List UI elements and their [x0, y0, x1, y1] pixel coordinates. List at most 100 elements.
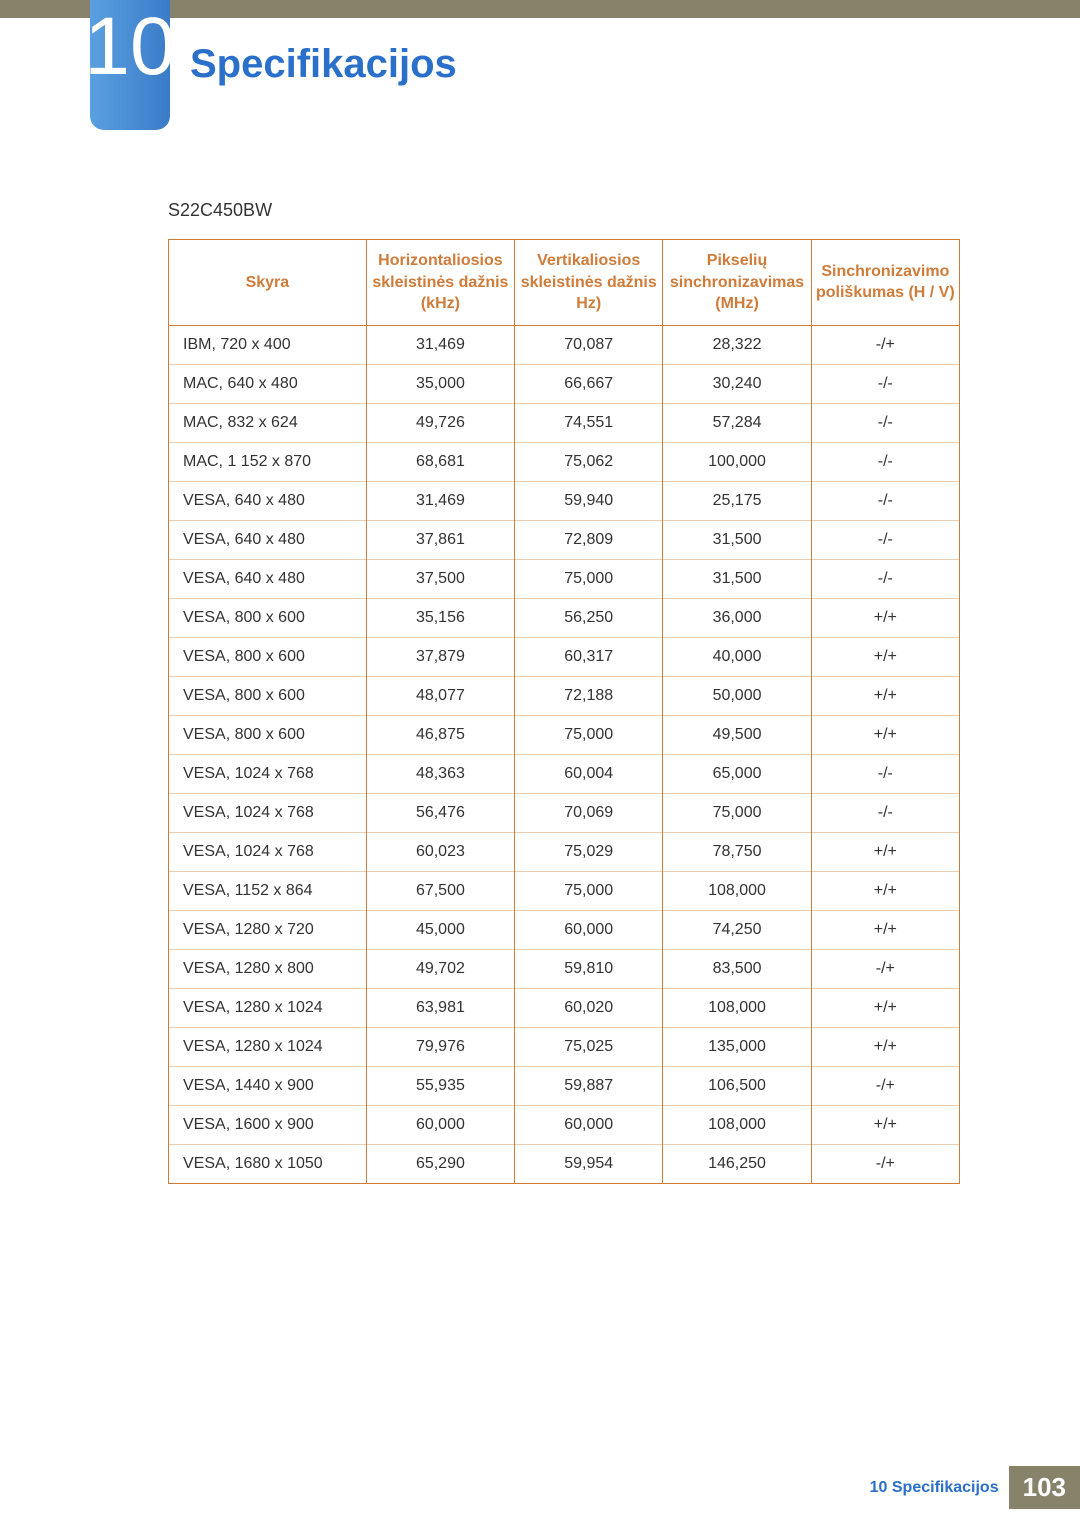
cell-value: 60,004 — [515, 754, 663, 793]
cell-value: +/+ — [811, 871, 959, 910]
table-row: VESA, 800 x 60046,87575,00049,500+/+ — [169, 715, 960, 754]
cell-value: -/+ — [811, 1066, 959, 1105]
cell-value: 74,551 — [515, 403, 663, 442]
cell-value: -/- — [811, 793, 959, 832]
cell-value: -/- — [811, 403, 959, 442]
cell-value: 70,069 — [515, 793, 663, 832]
cell-value: 67,500 — [366, 871, 514, 910]
cell-value: 31,469 — [366, 325, 514, 364]
cell-value: 36,000 — [663, 598, 811, 637]
cell-resolution: VESA, 1600 x 900 — [169, 1105, 367, 1144]
cell-value: -/- — [811, 364, 959, 403]
cell-resolution: VESA, 800 x 600 — [169, 637, 367, 676]
table-row: VESA, 1280 x 102463,98160,020108,000+/+ — [169, 988, 960, 1027]
cell-value: 28,322 — [663, 325, 811, 364]
cell-value: -/+ — [811, 1144, 959, 1183]
table-row: VESA, 640 x 48037,86172,80931,500-/- — [169, 520, 960, 559]
cell-value: 45,000 — [366, 910, 514, 949]
cell-value: 59,810 — [515, 949, 663, 988]
table-row: VESA, 1024 x 76860,02375,02978,750+/+ — [169, 832, 960, 871]
cell-value: 75,025 — [515, 1027, 663, 1066]
col-header-sync: Sinchronizavimo poliškumas (H / V) — [811, 240, 959, 326]
cell-resolution: MAC, 832 x 624 — [169, 403, 367, 442]
table-row: VESA, 800 x 60037,87960,31740,000+/+ — [169, 637, 960, 676]
cell-value: 75,000 — [515, 871, 663, 910]
spec-table: Skyra Horizontaliosios skleistinės dažni… — [168, 239, 960, 1184]
table-row: MAC, 1 152 x 87068,68175,062100,000-/- — [169, 442, 960, 481]
content-area: S22C450BW Skyra Horizontaliosios skleist… — [168, 200, 960, 1184]
cell-value: -/+ — [811, 325, 959, 364]
cell-value: 48,363 — [366, 754, 514, 793]
cell-value: 30,240 — [663, 364, 811, 403]
cell-value: 74,250 — [663, 910, 811, 949]
cell-resolution: VESA, 640 x 480 — [169, 559, 367, 598]
cell-value: 106,500 — [663, 1066, 811, 1105]
cell-value: 37,879 — [366, 637, 514, 676]
cell-resolution: VESA, 1280 x 800 — [169, 949, 367, 988]
cell-value: -/+ — [811, 949, 959, 988]
cell-value: 60,000 — [515, 1105, 663, 1144]
cell-value: -/- — [811, 559, 959, 598]
cell-value: 135,000 — [663, 1027, 811, 1066]
col-header-hfreq: Horizontaliosios skleistinės dažnis (kHz… — [366, 240, 514, 326]
cell-value: 25,175 — [663, 481, 811, 520]
table-row: MAC, 640 x 48035,00066,66730,240-/- — [169, 364, 960, 403]
cell-value: 60,000 — [366, 1105, 514, 1144]
cell-value: 31,500 — [663, 520, 811, 559]
cell-resolution: VESA, 800 x 600 — [169, 715, 367, 754]
cell-resolution: VESA, 1280 x 720 — [169, 910, 367, 949]
table-row: VESA, 1680 x 105065,29059,954146,250-/+ — [169, 1144, 960, 1183]
cell-value: 78,750 — [663, 832, 811, 871]
cell-value: +/+ — [811, 1105, 959, 1144]
cell-resolution: VESA, 1680 x 1050 — [169, 1144, 367, 1183]
cell-value: -/- — [811, 442, 959, 481]
footer-page-number: 103 — [1009, 1466, 1080, 1509]
cell-value: 146,250 — [663, 1144, 811, 1183]
cell-value: 75,029 — [515, 832, 663, 871]
cell-value: -/- — [811, 481, 959, 520]
cell-value: 79,976 — [366, 1027, 514, 1066]
cell-value: 31,500 — [663, 559, 811, 598]
cell-value: 40,000 — [663, 637, 811, 676]
table-row: VESA, 800 x 60035,15656,25036,000+/+ — [169, 598, 960, 637]
cell-value: 68,681 — [366, 442, 514, 481]
cell-value: 55,935 — [366, 1066, 514, 1105]
cell-value: 75,062 — [515, 442, 663, 481]
cell-value: 65,000 — [663, 754, 811, 793]
cell-value: +/+ — [811, 832, 959, 871]
cell-value: 59,954 — [515, 1144, 663, 1183]
cell-value: 46,875 — [366, 715, 514, 754]
table-row: IBM, 720 x 40031,46970,08728,322-/+ — [169, 325, 960, 364]
cell-value: +/+ — [811, 598, 959, 637]
chapter-title: Specifikacijos — [190, 42, 457, 87]
cell-value: 60,317 — [515, 637, 663, 676]
footer-chapter-label: 10 Specifikacijos — [870, 1479, 999, 1497]
cell-value: 56,476 — [366, 793, 514, 832]
cell-value: 63,981 — [366, 988, 514, 1027]
cell-value: 35,000 — [366, 364, 514, 403]
cell-value: 108,000 — [663, 871, 811, 910]
cell-value: 60,000 — [515, 910, 663, 949]
cell-value: +/+ — [811, 1027, 959, 1066]
cell-resolution: VESA, 1152 x 864 — [169, 871, 367, 910]
cell-value: 57,284 — [663, 403, 811, 442]
cell-value: 65,290 — [366, 1144, 514, 1183]
cell-value: 59,887 — [515, 1066, 663, 1105]
cell-value: 70,087 — [515, 325, 663, 364]
cell-resolution: VESA, 1024 x 768 — [169, 754, 367, 793]
table-row: VESA, 1600 x 90060,00060,000108,000+/+ — [169, 1105, 960, 1144]
cell-value: +/+ — [811, 676, 959, 715]
cell-value: 31,469 — [366, 481, 514, 520]
cell-resolution: MAC, 1 152 x 870 — [169, 442, 367, 481]
cell-value: 75,000 — [515, 715, 663, 754]
cell-resolution: MAC, 640 x 480 — [169, 364, 367, 403]
cell-resolution: VESA, 800 x 600 — [169, 676, 367, 715]
cell-value: 100,000 — [663, 442, 811, 481]
cell-value: 108,000 — [663, 988, 811, 1027]
cell-resolution: IBM, 720 x 400 — [169, 325, 367, 364]
chapter-number-tab: 10 — [90, 0, 170, 130]
cell-resolution: VESA, 1024 x 768 — [169, 832, 367, 871]
col-header-pixelclock: Pikselių sinchronizavimas (MHz) — [663, 240, 811, 326]
cell-value: 50,000 — [663, 676, 811, 715]
cell-value: 66,667 — [515, 364, 663, 403]
